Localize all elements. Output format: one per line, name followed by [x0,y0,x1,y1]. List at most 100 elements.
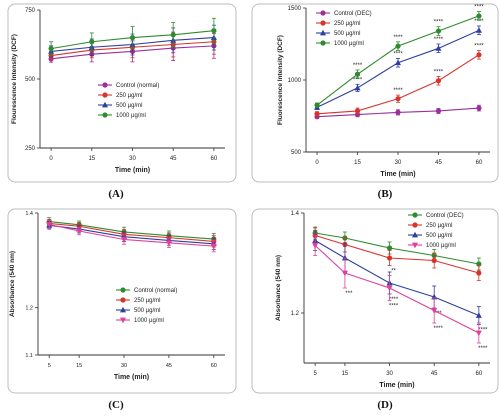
legend-marker [412,242,418,249]
y-tick-label: 250 [25,146,36,152]
panel-b: 500 1000 1500 0 15 30 45 60 Time (min) Fluorescen… [250,0,500,200]
data-point [129,35,136,41]
significance-label: ** [391,269,396,275]
data-point [435,78,442,84]
data-point [435,45,442,51]
data-point [435,108,442,114]
significance-label: **** [393,88,403,94]
y-tick-label: 1.2 [25,306,33,312]
x-tick-label: 30 [121,363,127,369]
chart-d: 1.2 1.4 5 15 30 45 60 Time (min) Absorbance (540… [251,208,499,394]
data-point [341,270,348,277]
x-tick-label: 45 [170,156,177,162]
panel-a: 250 500 750 0 15 30 45 60 Time (min) Flourescence… [0,0,240,200]
significance-label: **** [478,328,488,334]
significance-label: *** [435,311,443,317]
significance-label: *** [345,291,353,297]
panel-a-label: (A) [108,188,124,200]
data-point [210,243,217,250]
legend-marker [412,222,418,228]
legend-marker [320,20,326,26]
data-point [76,228,83,235]
significance-label: **** [434,37,444,43]
data-point [211,28,217,34]
data-point [435,28,442,34]
legend-marker [320,10,326,16]
panel-c-label: (C) [108,399,124,411]
data-point [476,52,482,58]
data-point [46,221,53,228]
x-tick-label: 60 [476,160,483,166]
data-point [354,84,361,91]
x-tick-label: 15 [88,156,95,162]
data-point [354,111,361,118]
x-axis-label: Time (min) [115,167,150,174]
significance-label: **** [434,69,444,75]
legend-label: Control (normal) [116,83,159,89]
legend: Control (DEC) 250 µg/ml 500 µg/ml 1000 µg/m… [316,10,372,47]
series-1 [314,104,482,120]
data-point [395,109,401,115]
y-axis-label: Absorbance (540 nm) [275,255,282,321]
legend-marker [320,40,326,46]
panel-b-label: (B) [377,188,393,200]
legend-marker [120,287,126,293]
y-axis-label: Flourescence Intensity (DCF) [11,34,18,124]
data-point [475,330,482,337]
legend: Control (normal) 250 µg/ml 500 µg/ml 1000 µ… [98,82,159,119]
legend-label: Control (DEC) [334,11,372,17]
significance-label: **** [474,19,484,25]
y-axis-label: Fluorescence Intensity (DCF) [277,35,284,125]
legend-label: 500 µg/ml [334,31,360,37]
data-point [312,243,319,249]
chart-a: 250 500 750 0 15 30 45 60 Time (min) Flourescence… [7,3,237,183]
x-tick-label: 30 [395,160,402,166]
legend-label: 1000 µg/ml [426,243,456,249]
x-tick-label: 45 [431,371,438,377]
x-tick-label: 45 [435,160,442,166]
legend-marker [320,29,326,36]
x-tick-label: 5 [313,371,317,377]
significance-label: **** [389,304,399,310]
x-axis-label: Time (min) [379,382,414,389]
y-tick-label: 500 [291,150,302,156]
legend-label: 250 µg/ml [334,21,360,27]
series-4 [48,17,217,56]
y-tick-label: 1.1 [25,353,33,359]
chart-b: 500 1000 1500 0 15 30 45 60 Time (min) Fluorescen… [251,3,499,183]
legend-marker [102,92,108,98]
y-tick-label: 1.4 [291,211,300,217]
data-point [475,27,482,33]
panel-d: 1.2 1.4 5 15 30 45 60 Time (min) Absorbance (540… [250,205,500,411]
data-point [89,39,95,45]
legend-label: Control (DEC) [426,213,464,219]
legend-label: 1000 µg/ml [116,113,146,119]
legend-label: 250 µg/ml [426,223,452,229]
legend-label: 500 µg/ml [426,233,452,239]
x-tick-label: 15 [354,160,361,166]
data-point [431,257,437,264]
x-tick-label: 0 [315,160,319,166]
series-1 [312,226,482,271]
data-point [386,255,393,261]
legend-marker [102,101,108,108]
x-tick-label: 30 [129,156,136,162]
series-2 [314,50,482,117]
data-point [354,108,361,114]
legend-label: 250 µg/ml [134,298,160,304]
x-axis-label: Time (min) [114,374,149,381]
data-point [395,43,401,49]
y-tick-label: 1500 [288,6,302,12]
series-4 [314,11,482,108]
data-point [48,46,54,52]
data-point [165,240,172,247]
significance-label: **** [393,51,403,57]
panel-c: 1.1 1.2 1.4 5 15 30 45 60 Time (min) Absorbance (… [0,205,240,411]
data-point [121,237,128,243]
legend-label: 250 µg/ml [116,93,142,99]
panel-frame [7,3,237,183]
y-tick-label: 1.2 [291,311,300,317]
panel-frame [251,3,499,183]
chart-c: 1.1 1.2 1.4 5 15 30 45 60 Time (min) Absorbance (… [7,208,237,394]
y-axis-label: Absorbance (540 nm) [9,251,16,317]
